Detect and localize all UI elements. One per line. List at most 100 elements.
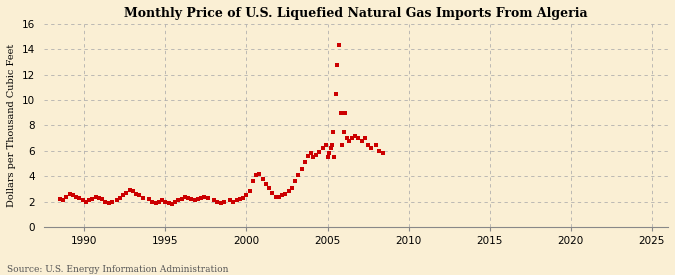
Point <box>61 194 72 199</box>
Point <box>212 199 223 204</box>
Point <box>103 201 114 205</box>
Point <box>118 193 129 197</box>
Point <box>173 198 184 203</box>
Point <box>137 196 148 200</box>
Point <box>302 154 313 158</box>
Point <box>64 192 75 196</box>
Point <box>128 189 138 194</box>
Point <box>100 199 111 204</box>
Point <box>350 133 360 138</box>
Point <box>254 172 265 176</box>
Point <box>314 150 325 154</box>
Point <box>261 182 271 186</box>
Point <box>356 139 367 143</box>
Point <box>273 194 284 199</box>
Point <box>327 142 338 147</box>
Point <box>107 199 117 204</box>
Point <box>332 62 343 67</box>
Point <box>134 193 145 197</box>
Point <box>115 196 126 200</box>
Point <box>215 201 226 205</box>
Point <box>196 196 207 200</box>
Point <box>151 201 161 205</box>
Point <box>225 198 236 203</box>
Point <box>238 196 248 200</box>
Point <box>202 196 213 200</box>
Point <box>183 196 194 200</box>
Point <box>157 198 167 203</box>
Point <box>335 111 346 115</box>
Point <box>321 142 331 147</box>
Point <box>248 179 259 183</box>
Point <box>280 192 291 196</box>
Point <box>244 189 255 194</box>
Point <box>219 199 230 204</box>
Point <box>124 188 135 192</box>
Point <box>163 201 174 205</box>
Point <box>180 194 190 199</box>
Point <box>374 149 385 153</box>
Point <box>329 155 340 160</box>
Point <box>169 199 180 204</box>
Point <box>343 139 354 143</box>
Point <box>317 146 328 150</box>
Point <box>80 199 91 204</box>
Point <box>264 185 275 190</box>
Point <box>78 198 88 203</box>
Point <box>74 196 85 200</box>
Point <box>251 173 262 177</box>
Point <box>342 136 352 140</box>
Point <box>306 151 317 156</box>
Point <box>328 130 339 134</box>
Point <box>366 146 377 150</box>
Point <box>232 198 242 203</box>
Point <box>270 194 281 199</box>
Point <box>153 199 164 204</box>
Point <box>160 199 171 204</box>
Point <box>97 197 107 201</box>
Point <box>277 193 288 197</box>
Point <box>90 194 101 199</box>
Point <box>325 146 336 150</box>
Point <box>377 151 388 156</box>
Point <box>330 92 341 96</box>
Point <box>94 196 105 200</box>
Point <box>337 142 348 147</box>
Point <box>322 155 333 160</box>
Point <box>209 198 219 203</box>
Point <box>235 197 246 201</box>
Point <box>308 155 319 160</box>
Point <box>228 199 239 204</box>
Point <box>147 199 158 204</box>
Point <box>68 193 78 197</box>
Point <box>241 193 252 197</box>
Point <box>111 198 122 203</box>
Point <box>267 191 278 195</box>
Point <box>333 43 344 48</box>
Point <box>199 194 210 199</box>
Point <box>286 185 297 190</box>
Point <box>55 197 65 201</box>
Point <box>371 142 381 147</box>
Point <box>362 142 373 147</box>
Point <box>310 152 321 157</box>
Text: Source: U.S. Energy Information Administration: Source: U.S. Energy Information Administ… <box>7 265 228 274</box>
Point <box>87 197 98 201</box>
Point <box>353 136 364 140</box>
Point <box>71 194 82 199</box>
Y-axis label: Dollars per Thousand Cubic Feet: Dollars per Thousand Cubic Feet <box>7 44 16 207</box>
Point <box>121 191 132 195</box>
Point <box>257 177 268 181</box>
Point <box>186 197 196 201</box>
Point <box>296 166 307 171</box>
Point <box>324 151 335 156</box>
Point <box>340 111 351 115</box>
Point <box>293 173 304 177</box>
Point <box>84 198 95 203</box>
Point <box>284 189 294 194</box>
Point <box>58 198 69 203</box>
Point <box>144 197 155 201</box>
Point <box>176 197 187 201</box>
Point <box>338 130 349 134</box>
Point <box>290 179 300 183</box>
